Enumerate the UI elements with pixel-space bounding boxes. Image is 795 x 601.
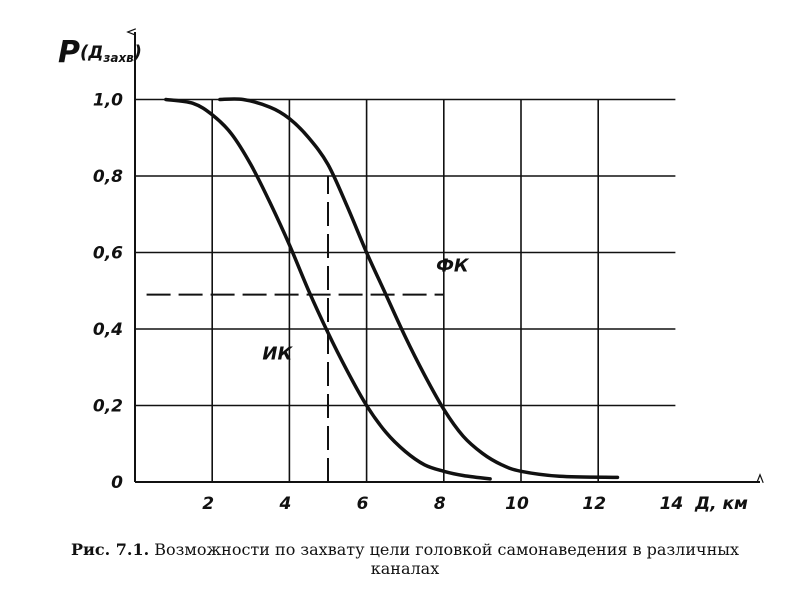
caption-text: Возможности по захвату цели головкой сам… <box>149 540 739 578</box>
curves <box>164 97 620 481</box>
y-tick-label-0-6: 0,6 <box>93 244 123 264</box>
x-tick-label-4: 4 <box>278 494 291 514</box>
x-tick-label-6: 6 <box>357 494 369 514</box>
x-axis-label: Д, км <box>694 494 748 514</box>
caption-prefix: Рис. 7.1. <box>70 540 150 559</box>
y-tick-label-0-8: 0,8 <box>93 167 123 187</box>
chart-area: 2 4 6 8 10 12 14 0 0,2 0,4 0,6 0,8 1,0 P(Дзахв) Д, к… <box>58 28 764 515</box>
y-axis-label-paren-close: ) <box>133 42 142 63</box>
y-axis-label-main: P <box>58 35 80 70</box>
curve-label-fk: ФК <box>436 256 470 277</box>
series-line-ik <box>164 97 492 481</box>
x-tick-label-10: 10 <box>505 494 529 514</box>
y-axis-label: P(Дзахв) <box>58 35 142 70</box>
curve-label-ik: ИК <box>262 344 293 365</box>
y-tick-label-1-0: 1,0 <box>93 91 123 111</box>
x-tick-label-2: 2 <box>202 494 214 514</box>
y-tick-label-0-2: 0,2 <box>93 397 123 417</box>
x-tick-label-12: 12 <box>582 494 606 514</box>
dashed-guides <box>146 176 444 482</box>
figure-caption: Рис. 7.1. Возможности по захвату цели го… <box>60 540 750 578</box>
y-axis-label-paren-open: ( <box>80 42 89 63</box>
axes <box>126 28 764 484</box>
y-tick-label-0-4: 0,4 <box>93 320 123 340</box>
grid-lines <box>135 98 676 482</box>
y-axis-label-sub: захв <box>102 51 134 65</box>
x-tick-label-8: 8 <box>434 494 446 514</box>
series-line-fk <box>218 97 620 480</box>
x-tick-label-14: 14 <box>660 494 684 514</box>
y-tick-label-0: 0 <box>111 473 123 493</box>
y-axis-label-base: Д <box>87 43 103 63</box>
tick-labels: 2 4 6 8 10 12 14 0 0,2 0,4 0,6 0,8 1,0 <box>93 91 683 515</box>
